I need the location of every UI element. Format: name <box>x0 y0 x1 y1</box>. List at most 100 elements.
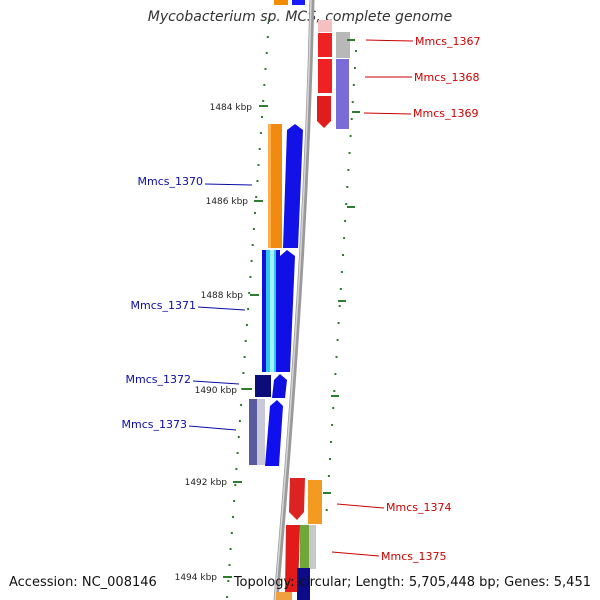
gene-mmcs-1374[interactable] <box>289 478 322 524</box>
accession-value: NC_008146 <box>81 575 157 590</box>
svg-text:Mmcs_1369: Mmcs_1369 <box>413 107 478 120</box>
scale-dot <box>335 356 338 358</box>
scale-dot <box>349 135 352 137</box>
gene-mmcs-1368[interactable] <box>318 59 332 93</box>
gene-mmcs-1375[interactable] <box>276 525 316 600</box>
svg-text:Mmcs_1368: Mmcs_1368 <box>414 71 479 84</box>
scale-dot <box>229 548 232 550</box>
scale-dot <box>249 276 252 278</box>
scale-dot <box>261 116 263 118</box>
label-mmcs-1370[interactable]: Mmcs_1370 <box>138 175 253 188</box>
scale-dot <box>353 67 356 69</box>
label-mmcs-1375[interactable]: Mmcs_1375 <box>331 550 446 563</box>
scale-dot <box>241 388 244 390</box>
length-value: 5,705,448 bp <box>408 575 496 590</box>
scale-dot <box>226 596 229 598</box>
scale-dot <box>255 196 258 198</box>
accession-text: Accession: NC_008146 <box>9 575 157 590</box>
gene-mmcs-1372[interactable] <box>255 374 287 398</box>
scale-dot <box>243 356 246 358</box>
label-mmcs-1372[interactable]: Mmcs_1372 <box>126 373 240 386</box>
scale-dot <box>233 500 236 502</box>
scale-dot <box>230 532 233 534</box>
svg-text:Mmcs_1373: Mmcs_1373 <box>122 418 187 431</box>
scale-dot <box>234 484 237 486</box>
scale-dot <box>254 212 256 214</box>
scale-dot <box>228 564 231 566</box>
scale-dot <box>251 244 254 246</box>
genes-value: 5,451 <box>553 575 591 590</box>
scale-dot <box>244 340 247 342</box>
scale-dot <box>351 101 354 103</box>
gene-mmcs-1373[interactable] <box>249 399 283 466</box>
scale-dot <box>338 305 341 307</box>
label-mmcs-1367[interactable]: Mmcs_1367 <box>365 35 480 48</box>
gene-mmcs-1367[interactable] <box>318 20 332 57</box>
scale-dot <box>236 452 239 454</box>
gene-mmcs-1371[interactable] <box>262 250 295 372</box>
svg-text:Mmcs_1374: Mmcs_1374 <box>386 501 451 514</box>
gene-mmcs-1370[interactable] <box>268 124 303 248</box>
scale-dot <box>247 308 250 310</box>
scale-dot <box>346 186 349 188</box>
accession-label: Accession: <box>9 575 78 590</box>
scale-dot <box>268 20 270 22</box>
gene-partial-top-blue <box>292 0 305 5</box>
scale-dot <box>237 436 240 438</box>
scale-dot <box>232 516 234 518</box>
tick-label-1494: 1494 kbp <box>175 573 218 583</box>
scale-dot <box>262 100 265 102</box>
scale-dot <box>238 420 241 422</box>
label-mmcs-1369[interactable]: Mmcs_1369 <box>363 107 478 120</box>
svg-text:Mmcs_1370: Mmcs_1370 <box>138 175 203 188</box>
scale-dot <box>350 118 353 120</box>
tick-1486: 1486 kbp <box>206 197 263 207</box>
tick-label-1488: 1488 kbp <box>201 291 244 301</box>
label-mmcs-1368[interactable]: Mmcs_1368 <box>365 71 479 84</box>
scale-dot <box>227 580 230 582</box>
scale-dot <box>250 260 253 262</box>
svg-text:Mmcs_1375: Mmcs_1375 <box>381 550 446 563</box>
svg-text:Mmcs_1372: Mmcs_1372 <box>126 373 191 386</box>
scale-dot <box>245 324 248 326</box>
tick-label-1484: 1484 kbp <box>210 103 253 113</box>
label-mmcs-1374[interactable]: Mmcs_1374 <box>336 501 451 514</box>
scale-dot <box>263 84 266 86</box>
scale-dot <box>342 254 344 256</box>
tick-1488: 1488 kbp <box>201 291 259 301</box>
tick-1490: 1490 kbp <box>195 386 252 396</box>
map-title: Mycobacterium sp. MCS, complete genome <box>147 9 453 25</box>
scale-dot <box>352 84 355 86</box>
label-mmcs-1371[interactable]: Mmcs_1371 <box>131 299 246 312</box>
scale-dot <box>345 203 348 205</box>
topology-label: Topology: <box>233 575 295 590</box>
svg-text:Mmcs_1367: Mmcs_1367 <box>415 35 480 48</box>
scale-dot <box>348 152 351 154</box>
gene-partial-top-orange <box>274 0 288 5</box>
scale-dot <box>265 52 268 54</box>
scale-dot <box>330 441 332 443</box>
label-mmcs-1373[interactable]: Mmcs_1373 <box>122 418 237 431</box>
scale-dot <box>242 372 245 374</box>
scale-dot <box>331 424 334 426</box>
scale-dot <box>325 509 328 511</box>
gene-track-violet-1368 <box>336 59 349 129</box>
scale-dot <box>256 180 259 182</box>
genome-summary-text: Topology: circular; Length: 5,705,448 bp… <box>233 575 591 590</box>
tick-label-1492: 1492 kbp <box>185 478 228 488</box>
gene-track-gray-1367 <box>336 32 350 58</box>
scale-dot <box>235 468 238 470</box>
tick-1494: 1494 kbp <box>175 573 232 583</box>
scale-dot <box>336 339 339 341</box>
topology-value: circular <box>298 575 347 590</box>
tick-1492: 1492 kbp <box>185 478 242 488</box>
genome-backbone <box>273 0 315 600</box>
scale-dot <box>327 475 330 477</box>
scale-dot <box>343 237 346 239</box>
gene-mmcs-1369[interactable] <box>317 96 331 128</box>
scale-dot <box>252 228 255 230</box>
tick-1484: 1484 kbp <box>210 103 268 113</box>
scale-dot <box>340 271 343 273</box>
scale-dot <box>333 390 336 392</box>
